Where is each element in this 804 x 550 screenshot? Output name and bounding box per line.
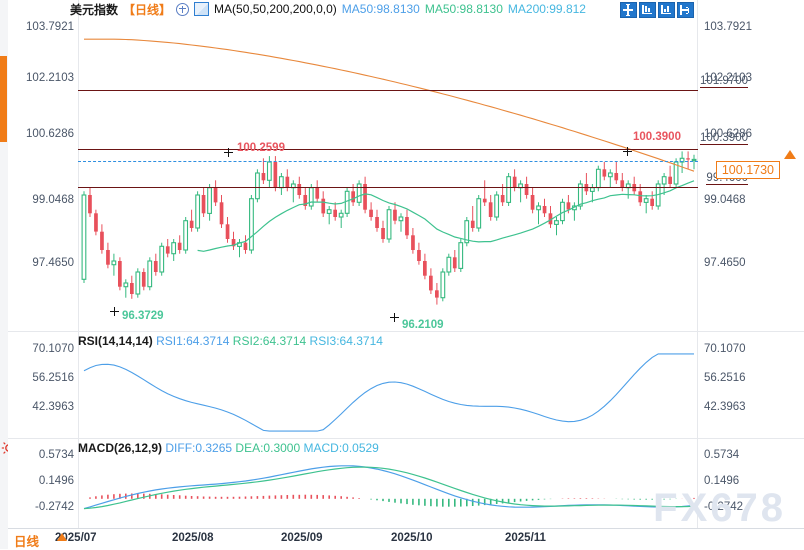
- rsi-legend-0: RSI1:64.3714: [156, 334, 230, 348]
- price-plot-area[interactable]: [78, 8, 698, 327]
- rsi-title: RSI(14,14,14) RSI1:64.3714 RSI2:64.3714 …: [78, 334, 383, 348]
- chart-legend: 美元指数 【日线】 MA(50,50,200,200,0,0) MA50:98.…: [70, 1, 586, 17]
- rsi-plot-area[interactable]: [78, 350, 698, 435]
- marker-cross-high-1: [224, 148, 233, 157]
- chart-toolbar: [620, 2, 694, 18]
- price-ytick-left-0: 103.7921: [26, 21, 74, 33]
- rsi-name: RSI(14,14,14): [78, 334, 153, 348]
- ma-legend-1: MA50:98.8130: [424, 2, 503, 16]
- current-price-arrow: [784, 150, 796, 159]
- resistance-line-label: 101.9700: [700, 75, 748, 88]
- macd-ytick-right-1: 0.1496: [704, 475, 740, 487]
- annotation-high-1: 100.2599: [237, 142, 285, 154]
- ma-indicator-name: MA(50,50,200,200,0,0): [214, 2, 337, 16]
- period-label[interactable]: 【日线】: [123, 2, 172, 17]
- macd-name: MACD(26,12,9): [78, 441, 163, 455]
- price-ytick-left-1: 102.2103: [26, 72, 74, 84]
- price-ytick-left-3: 99.0468: [32, 194, 74, 206]
- rsi-panel[interactable]: RSI(14,14,14) RSI1:64.3714 RSI2:64.3714 …: [8, 331, 804, 439]
- price-axis-right-line: [697, 0, 698, 331]
- xtick-3: 2025/10: [391, 532, 433, 544]
- rsi-ytick-left-1: 56.2516: [32, 372, 74, 384]
- xtick-4: 2025/11: [505, 532, 546, 544]
- up-triangle-icon: [57, 533, 67, 541]
- rsi-legend-2: RSI3:64.3714: [309, 334, 383, 348]
- marker-cross-low-1: [110, 307, 119, 316]
- macd-legend-1: DEA:0.3000: [235, 441, 301, 455]
- price-ytick-right-4: 97.4650: [704, 257, 746, 269]
- price-ytick-left-2: 100.6286: [26, 128, 74, 140]
- ma-legend-2: MA200:99.812: [507, 2, 586, 16]
- macd-ytick-left-0: 0.5734: [38, 449, 74, 461]
- crosshair-move-icon[interactable]: [620, 2, 637, 18]
- price-panel[interactable]: 103.7921 102.2103 100.6286 99.0468 97.46…: [8, 0, 804, 331]
- macd-ytick-right-0: 0.5734: [704, 449, 740, 461]
- macd-ytick-left-1: 0.1496: [38, 475, 74, 487]
- x-axis: 2025/07 2025/08 2025/09 2025/10 2025/11: [8, 528, 804, 550]
- symbol-label: 美元指数: [70, 2, 119, 17]
- candlestick-series: [81, 38, 697, 305]
- watermark: FX678: [653, 486, 786, 530]
- macd-plot-area[interactable]: [78, 457, 698, 525]
- xtick-2: 2025/09: [281, 532, 323, 544]
- macd-ytick-left-2: -0.2742: [34, 501, 74, 513]
- rsi-ytick-right-2: 42.3963: [704, 401, 746, 413]
- resistance-line: [78, 90, 698, 91]
- rsi-series: [83, 353, 694, 432]
- annotation-high-2: 100.3900: [633, 131, 681, 143]
- vertical-scroll-thumb[interactable]: [0, 56, 7, 142]
- rsi-ytick-left-2: 42.3963: [32, 401, 74, 413]
- pivot-line: [78, 149, 698, 150]
- marker-cross-high-2: [623, 147, 632, 156]
- rsi-ytick-right-0: 70.1070: [704, 343, 746, 355]
- price-ytick-right-1: 102.2103: [704, 72, 752, 84]
- measure-right-icon[interactable]: [658, 2, 675, 18]
- mini-chart-icon[interactable]: [194, 2, 210, 16]
- macd-legend-0: DIFF:0.3265: [165, 441, 233, 455]
- expand-right-icon[interactable]: [677, 2, 694, 18]
- footer-period-label[interactable]: 日线: [14, 535, 40, 549]
- support-line: [78, 187, 698, 188]
- macd-title: MACD(26,12,9) DIFF:0.3265 DEA:0.3000 MAC…: [78, 441, 379, 455]
- marker-cross-low-2: [390, 313, 399, 322]
- macd-axis-right-line: [697, 439, 698, 529]
- price-ytick-right-2: 100.6286: [704, 128, 752, 140]
- price-ytick-right-0: 103.7921: [704, 21, 752, 33]
- dashed-price-line: [78, 161, 698, 162]
- macd-panel[interactable]: MACD(26,12,9) DIFF:0.3265 DEA:0.3000 MAC…: [8, 438, 804, 529]
- price-axis-left-line: [78, 0, 79, 331]
- macd-legend-2: MACD:0.0529: [303, 441, 379, 455]
- price-ytick-left-4: 97.4650: [32, 257, 74, 269]
- rsi-axis-left-line: [78, 332, 79, 439]
- rsi-ytick-left-0: 70.1070: [32, 343, 74, 355]
- current-price-tag[interactable]: 100.1730: [715, 161, 780, 179]
- macd-axis-left-line: [78, 439, 79, 529]
- xtick-1: 2025/08: [172, 532, 214, 544]
- rsi-ytick-right-1: 56.2516: [704, 372, 746, 384]
- measure-left-icon[interactable]: [639, 2, 656, 18]
- macd-series: [83, 465, 695, 510]
- rsi-axis-right-line: [697, 332, 698, 439]
- rsi-legend-1: RSI2:64.3714: [232, 334, 307, 348]
- macd-ytick-right-2: -0.2742: [704, 501, 744, 513]
- annotation-low-1: 96.3729: [122, 310, 164, 322]
- pivot-line-label: 100.3900: [700, 132, 748, 145]
- ma-legend-0: MA50:98.8130: [341, 2, 420, 16]
- plus-circle-icon[interactable]: [176, 2, 190, 16]
- price-ytick-right-3: 99.0468: [704, 194, 746, 206]
- annotation-low-2: 96.2109: [402, 319, 444, 331]
